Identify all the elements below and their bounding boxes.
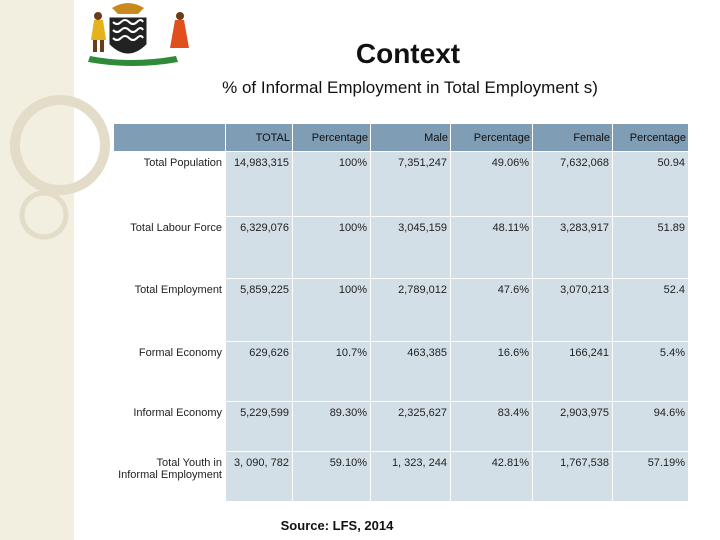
cell: 1, 323, 244 — [370, 451, 451, 502]
source: Source: LFS, 2014 — [280, 518, 394, 533]
cell: 3, 090, 782 — [225, 451, 293, 502]
header-cell: Percentage — [292, 123, 371, 152]
cell: 52.4 — [612, 278, 689, 342]
cell: 89.30% — [292, 401, 371, 452]
table-row: Informal Economy 5,229,599 89.30% 2,325,627… — [113, 401, 689, 452]
cell: 16.6% — [450, 341, 533, 402]
header-cell — [113, 123, 226, 152]
cell: 463,385 — [370, 341, 451, 402]
cell: 3,283,917 — [532, 216, 613, 279]
cell: 6,329,076 — [225, 216, 293, 279]
cell: 10.7% — [292, 341, 371, 402]
row-label: Total Labour Force — [113, 216, 226, 279]
cell: 2,789,012 — [370, 278, 451, 342]
cell: 42.81% — [450, 451, 533, 502]
cell: 1,767,538 — [532, 451, 613, 502]
header-cell: Female — [532, 123, 613, 152]
subtitle: % of Informal Employment in Total Employ… — [222, 78, 598, 97]
cell: 5.4% — [612, 341, 689, 402]
cell: 3,045,159 — [370, 216, 451, 279]
cell: 100% — [292, 216, 371, 279]
table-row: Formal Economy 629,626 10.7% 463,385 16.6% 16… — [113, 341, 689, 402]
table-row: Total Employment 5,859,225 100% 2,789,012 47… — [113, 278, 689, 342]
cell: 83.4% — [450, 401, 533, 452]
cell: 48.11% — [450, 216, 533, 279]
cell: 7,351,247 — [370, 151, 451, 217]
row-label: Total Population — [113, 151, 226, 217]
header-cell: Percentage — [450, 123, 533, 152]
row-label: Total Youth in Informal Employment — [113, 451, 226, 502]
cell: 100% — [292, 278, 371, 342]
cell: 2,903,975 — [532, 401, 613, 452]
decoration — [10, 3, 189, 240]
cell: 7,632,068 — [532, 151, 613, 217]
cell: 57.19% — [612, 451, 689, 502]
cell: 14,983,315 — [225, 151, 293, 217]
cell: 100% — [292, 151, 371, 217]
side-strip — [0, 0, 74, 540]
cell: 50.94 — [612, 151, 689, 217]
header-row: TOTAL Percentage Male Percentage Female Perce… — [113, 123, 689, 152]
cell: 49.06% — [450, 151, 533, 217]
coat-of-arms — [88, 3, 189, 66]
header-cell: TOTAL — [225, 123, 293, 152]
data-table: TOTAL Percentage Male Percentage Female Perce… — [113, 123, 689, 502]
table-row: Total Labour Force 6,329,076 100% 3,045,159… — [113, 216, 689, 279]
ring — [19, 190, 69, 240]
row-label: Formal Economy — [113, 341, 226, 402]
cell: 94.6% — [612, 401, 689, 452]
title: Context — [355, 38, 461, 69]
cell: 629,626 — [225, 341, 293, 402]
cell: 51.89 — [612, 216, 689, 279]
cell: 5,859,225 — [225, 278, 293, 342]
cell: 59.10% — [292, 451, 371, 502]
cell: 5,229,599 — [225, 401, 293, 452]
cell: 47.6% — [450, 278, 533, 342]
header-cell: Male — [370, 123, 451, 152]
cell: 166,241 — [532, 341, 613, 402]
cell: 3,070,213 — [532, 278, 613, 342]
header-cell: Percentage — [612, 123, 689, 152]
row-label: Total Employment — [113, 278, 226, 342]
cell: 2,325,627 — [370, 401, 451, 452]
table-row: Total Youth in Informal Employment 3, 090… — [113, 451, 689, 502]
row-label: Informal Economy — [113, 401, 226, 452]
ring — [10, 95, 110, 195]
table-row: Total Population 14,983,315 100% 7,351,247 4… — [113, 151, 689, 217]
